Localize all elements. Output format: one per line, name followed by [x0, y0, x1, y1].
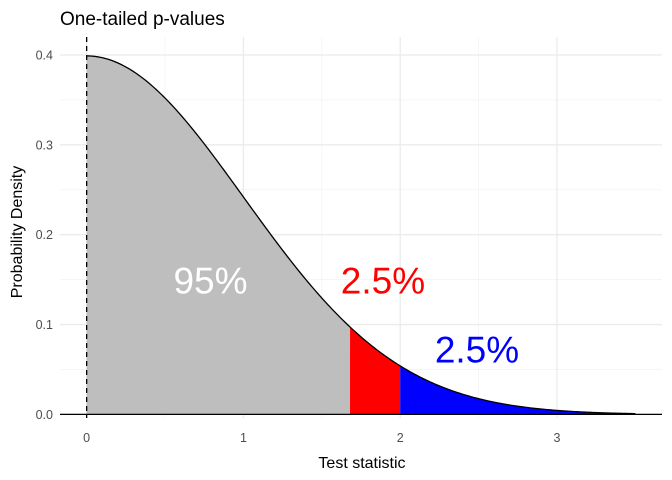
x-axis-title: Test statistic — [318, 455, 405, 472]
y-tick-label: 0.0 — [36, 408, 53, 422]
y-tick-label: 0.4 — [36, 48, 53, 62]
reference-layer — [60, 37, 662, 418]
shaded-regions — [86, 55, 636, 415]
region-2 — [350, 326, 401, 415]
y-tick-label: 0.3 — [36, 138, 53, 152]
y-axis-ticks: 0.0 0.1 0.2 0.3 0.4 — [36, 48, 53, 421]
x-tick-label: 0 — [83, 431, 90, 445]
annotation-3: 2.5% — [435, 330, 519, 371]
annotation-2: 2.5% — [341, 261, 425, 302]
region-1 — [86, 55, 351, 415]
density-curve-layer — [86, 55, 636, 415]
y-tick-label: 0.2 — [36, 228, 53, 242]
y-tick-label: 0.1 — [36, 318, 53, 332]
x-tick-label: 2 — [397, 431, 404, 445]
annotation-1: 95% — [173, 261, 247, 302]
x-tick-label: 1 — [240, 431, 247, 445]
x-axis-ticks: 0 1 2 3 — [83, 431, 560, 445]
chart-title: One-tailed p-values — [60, 9, 225, 30]
x-tick-label: 3 — [553, 431, 560, 445]
region-annotations: 95% 2.5%2.5% — [173, 261, 519, 371]
density-curve — [86, 55, 636, 415]
region-3 — [400, 365, 636, 415]
y-axis-title: Probability Density — [9, 166, 26, 299]
